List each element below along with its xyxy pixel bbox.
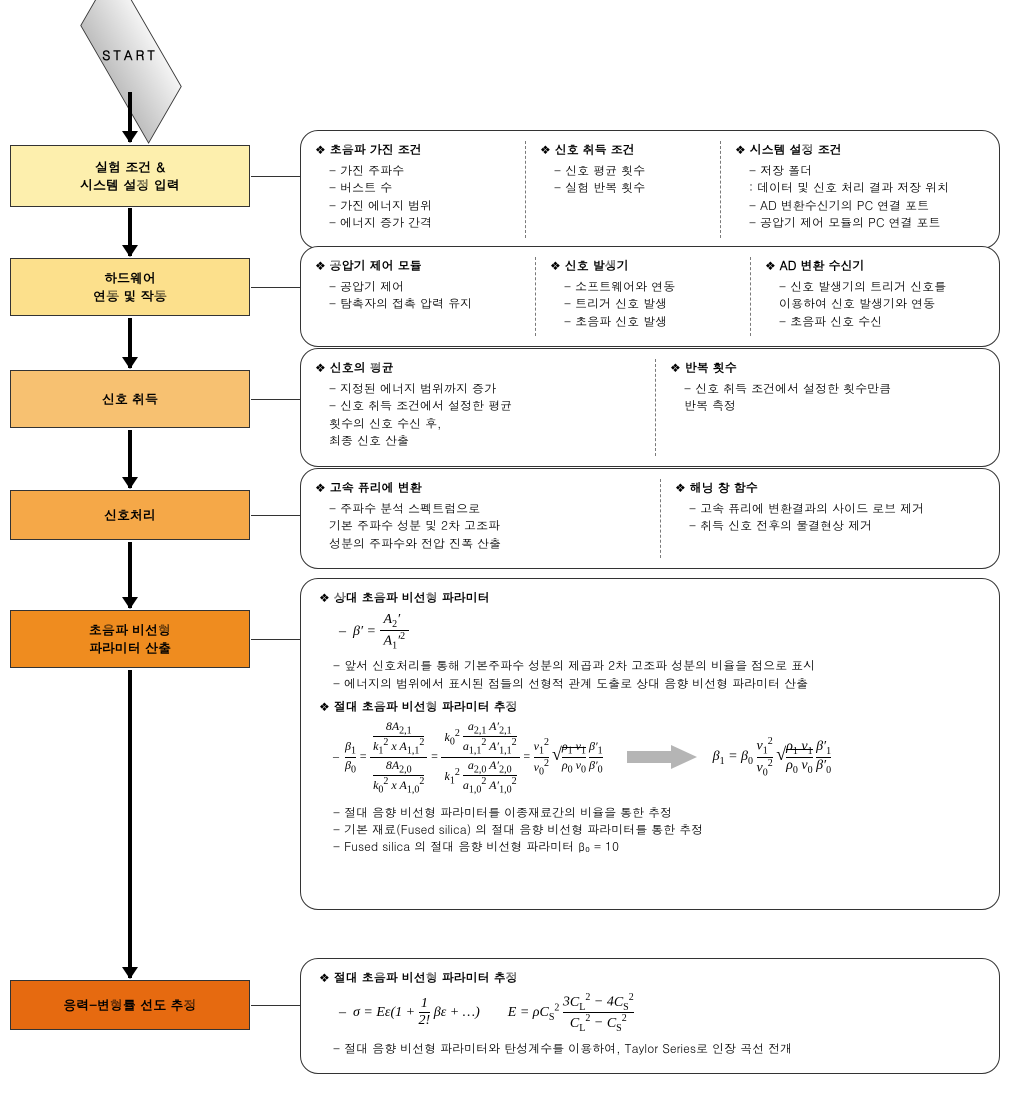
- flow-step-label: 하드웨어 연동 및 작동: [93, 269, 167, 305]
- flow-arrow-down: [128, 92, 132, 142]
- info-column: 신호의 평균 - 지정된 에너지 범위까지 증가- 신호 취득 조건에서 설정한 …: [315, 359, 656, 456]
- section-body: - 가진 주파수- 버스트 수- 가진 에너지 범위- 에너지 증가 간격: [329, 162, 515, 232]
- info-column: 신호 취득 조건 - 신호 평균 횟수- 실험 반복 횟수: [526, 141, 721, 238]
- flow-connector: [251, 287, 300, 288]
- flow-arrow-down: [128, 430, 132, 488]
- formula-left: – β1β0 = 8A2,1k12 x A1,128A2,0k02 x A1,0…: [333, 719, 603, 796]
- info-column: 해닝 창 함수 - 고속 퓨리에 변환결과의 사이드 로브 제거- 취득 신호 전…: [661, 479, 1010, 558]
- section-body: - 절대 음향 비선형 파라미터와 탄성계수를 이용하여, Taylor Ser…: [333, 1040, 981, 1057]
- info-panel: 절대 초음파 비선형 파라미터 추정 – σ = Eε(1 + 12! βε + …: [300, 958, 1000, 1074]
- flow-step-box: 응력-변형률 선도 추정: [10, 980, 250, 1030]
- flowchart-canvas: START 실험 조건 & 시스템 설정 입력 초음파 가진 조건 - 가진 주파수-…: [0, 0, 1022, 1103]
- start-node: START: [30, 10, 230, 100]
- section-title: 상대 초음파 비선형 파라미터: [319, 589, 981, 606]
- section-title: AD 변환 수신기: [765, 257, 1022, 274]
- info-section: 상대 초음파 비선형 파라미터 – β′ = A2′A1′2 - 앞서 신호처리를 …: [315, 589, 985, 692]
- section-body: - 신호 발생기의 트리거 신호를 이용하여 신호 발생기와 연동- 초음파 신…: [779, 278, 1022, 330]
- section-body: - 절대 음향 비선형 파라미터를 이종재료간의 비율을 통한 추정- 기본 재…: [333, 804, 981, 856]
- flow-connector: [251, 515, 300, 516]
- section-body: - 앞서 신호처리를 통해 기본주파수 성분의 제곱과 2차 고조파 성분의 비…: [333, 657, 981, 692]
- section-body: - 저장 폴더 : 데이터 및 신호 처리 결과 저장 위치- AD 변환수신기…: [749, 162, 1022, 232]
- info-column: 고속 퓨리에 변환 - 주파수 분석 스펙트럼으로 기본 주파수 성분 및 2차 …: [315, 479, 661, 558]
- formula-row: – β1β0 = 8A2,1k12 x A1,128A2,0k02 x A1,0…: [333, 719, 981, 796]
- info-column: 공압기 제어 모듈 - 공압기 제어- 탐촉자의 접촉 압력 유지: [315, 257, 536, 336]
- arrow-right-icon: [627, 745, 697, 769]
- start-label: START: [30, 10, 230, 100]
- info-column: 초음파 가진 조건 - 가진 주파수- 버스트 수- 가진 에너지 범위- 에너지…: [315, 141, 526, 238]
- section-title: 해닝 창 함수: [675, 479, 1010, 496]
- section-body: - 주파수 분석 스펙트럼으로 기본 주파수 성분 및 2차 고조파 성분의 주…: [329, 500, 650, 552]
- section-body: - 신호 평균 횟수- 실험 반복 횟수: [554, 162, 710, 197]
- section-title: 신호 발생기: [550, 257, 740, 274]
- section-title: 시스템 설정 조건: [735, 141, 1022, 158]
- flow-step-label: 실험 조건 & 시스템 설정 입력: [80, 158, 180, 194]
- info-panel: 초음파 가진 조건 - 가진 주파수- 버스트 수- 가진 에너지 범위- 에너지…: [300, 130, 1000, 249]
- info-panel: 신호의 평균 - 지정된 에너지 범위까지 증가- 신호 취득 조건에서 설정한 …: [300, 348, 1000, 467]
- formula-right: β1 = β0 v12v02 √ρ1 v1ρ0 v0 β′1β′0: [713, 736, 832, 778]
- section-title: 공압기 제어 모듈: [315, 257, 525, 274]
- flow-connector: [251, 176, 300, 177]
- info-column: 시스템 설정 조건 - 저장 폴더 : 데이터 및 신호 처리 결과 저장 위치-…: [721, 141, 1022, 238]
- flow-step-label: 신호 취득: [102, 390, 158, 408]
- flow-connector: [251, 639, 300, 640]
- section-body: - 공압기 제어- 탐촉자의 접촉 압력 유지: [329, 278, 525, 313]
- flow-step-box: 실험 조건 & 시스템 설정 입력: [10, 145, 250, 207]
- flow-arrow-down: [128, 208, 132, 256]
- info-column: 신호 발생기 - 소프트웨어와 연동- 트리거 신호 발생- 초음파 신호 발생: [536, 257, 751, 336]
- flow-connector: [251, 1005, 300, 1006]
- flow-arrow-down: [128, 670, 132, 978]
- info-panel: 고속 퓨리에 변환 - 주파수 분석 스펙트럼으로 기본 주파수 성분 및 2차 …: [300, 468, 1000, 569]
- info-panel: 공압기 제어 모듈 - 공압기 제어- 탐촉자의 접촉 압력 유지 신호 발생기 - …: [300, 246, 1000, 347]
- section-body: - 지정된 에너지 범위까지 증가- 신호 취득 조건에서 설정한 평균 횟수의…: [329, 380, 645, 450]
- flow-step-label: 초음파 비선형 파라미터 산출: [89, 621, 171, 657]
- section-title: 절대 초음파 비선형 파라미터 추정: [319, 969, 981, 986]
- section-title: 신호 취득 조건: [540, 141, 710, 158]
- flow-arrow-down: [128, 318, 132, 368]
- info-section: 절대 초음파 비선형 파라미터 추정 – σ = Eε(1 + 12! βε + …: [315, 969, 985, 1057]
- info-section: 절대 초음파 비선형 파라미터 추정 – β1β0 = 8A2,1k12 x A1…: [315, 698, 985, 856]
- flow-step-box: 신호 취득: [10, 370, 250, 428]
- flow-connector: [251, 399, 300, 400]
- flow-step-label: 응력-변형률 선도 추정: [63, 996, 196, 1014]
- info-column: AD 변환 수신기 - 신호 발생기의 트리거 신호를 이용하여 신호 발생기와 …: [751, 257, 1022, 336]
- section-body: - 소프트웨어와 연동- 트리거 신호 발생- 초음파 신호 발생: [564, 278, 740, 330]
- section-title: 신호의 평균: [315, 359, 645, 376]
- formula: – β′ = A2′A1′2: [339, 612, 981, 651]
- flow-step-box: 하드웨어 연동 및 작동: [10, 258, 250, 316]
- formula: – σ = Eε(1 + 12! βε + …) E = ρCS2 3CL2 −…: [339, 992, 981, 1034]
- flow-step-box: 신호처리: [10, 490, 250, 540]
- section-title: 반복 횟수: [670, 359, 1010, 376]
- section-body: - 고속 퓨리에 변환결과의 사이드 로브 제거- 취득 신호 전후의 물결현상…: [689, 500, 1010, 535]
- flow-step-label: 신호처리: [104, 506, 156, 524]
- section-title: 고속 퓨리에 변환: [315, 479, 650, 496]
- info-column: 반복 횟수 - 신호 취득 조건에서 설정한 횟수만큼 반복 측정: [656, 359, 1010, 456]
- flow-step-box: 초음파 비선형 파라미터 산출: [10, 610, 250, 668]
- info-panel: 상대 초음파 비선형 파라미터 – β′ = A2′A1′2 - 앞서 신호처리를 …: [300, 578, 1000, 910]
- section-title: 초음파 가진 조건: [315, 141, 515, 158]
- flow-arrow-down: [128, 542, 132, 608]
- section-body: - 신호 취득 조건에서 설정한 횟수만큼 반복 측정: [684, 380, 1010, 415]
- section-title: 절대 초음파 비선형 파라미터 추정: [319, 698, 981, 715]
